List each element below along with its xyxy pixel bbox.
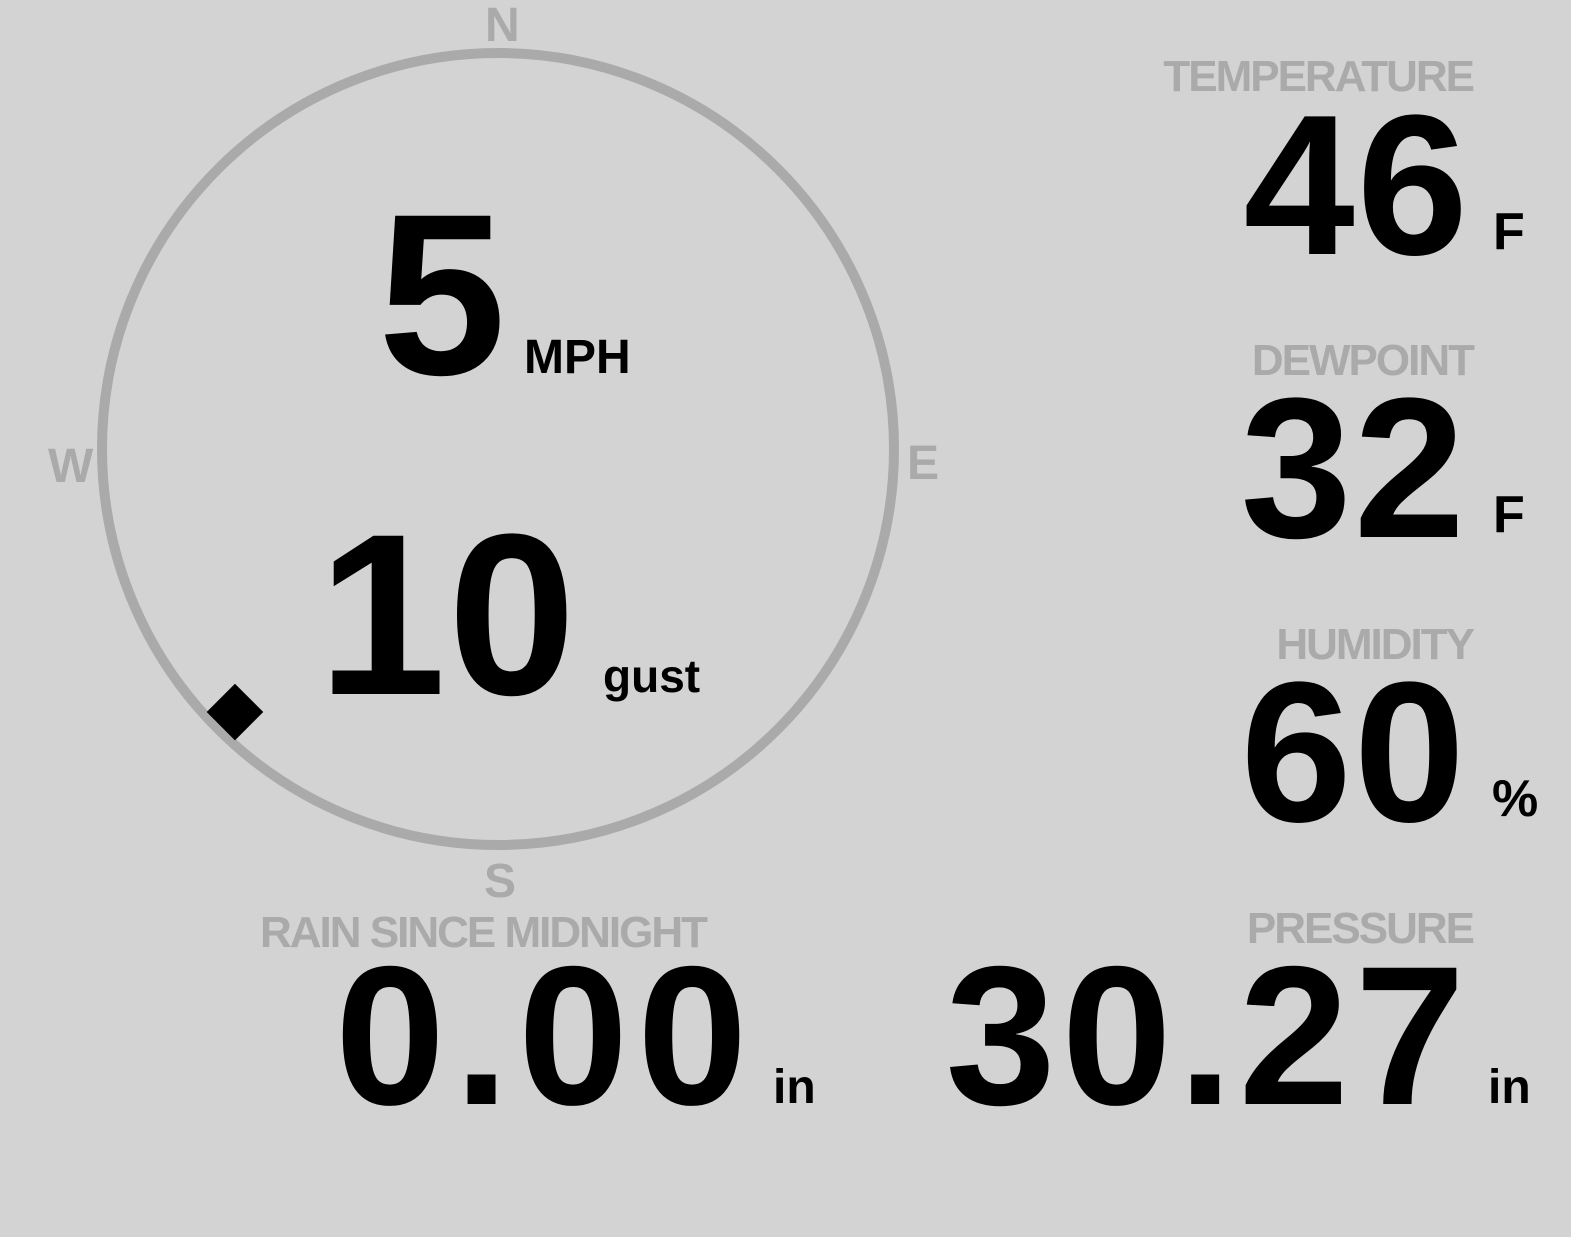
rain-value: 0.00: [335, 925, 757, 1146]
compass-west: W: [48, 440, 94, 493]
temperature-label: TEMPERATURE: [1163, 52, 1475, 101]
wind-speed-unit: MPH: [524, 331, 631, 384]
wind-gust-value: 10: [318, 486, 578, 743]
rain-label: RAIN SINCE MIDNIGHT: [260, 908, 708, 957]
dewpoint-value: 32: [1240, 357, 1467, 580]
humidity-unit: %: [1492, 770, 1539, 828]
dewpoint-unit: F: [1493, 486, 1525, 544]
pressure-label: PRESSURE: [1246, 904, 1475, 953]
wind-speed-value: 5: [378, 166, 508, 423]
rain-unit: in: [773, 1061, 816, 1114]
temperature-unit: F: [1493, 203, 1525, 261]
compass-east: E: [907, 437, 940, 490]
humidity-value: 60: [1240, 641, 1467, 864]
pressure-unit: in: [1488, 1061, 1531, 1114]
compass-south: S: [484, 855, 517, 908]
dewpoint-label: DEWPOINT: [1251, 336, 1475, 385]
pressure-value: 30.27: [945, 925, 1471, 1146]
temperature-value: 46: [1243, 74, 1470, 297]
humidity-label: HUMIDITY: [1276, 620, 1475, 669]
wind-gust-unit: gust: [603, 650, 701, 702]
compass-ring: [97, 48, 899, 850]
compass-north: N: [485, 0, 520, 52]
